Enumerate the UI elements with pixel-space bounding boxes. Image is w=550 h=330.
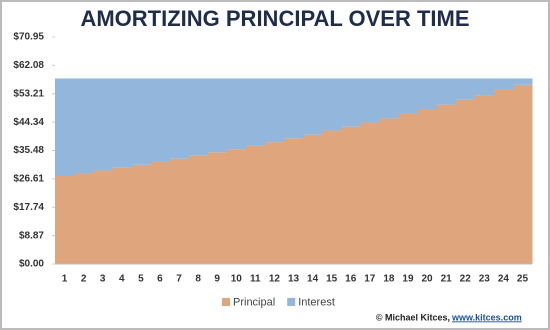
y-tick-label: $35.48 [13,145,44,156]
area-step [455,78,476,100]
area-step [245,78,266,146]
area-step [169,78,190,159]
y-tick-label: $70.95 [13,32,44,43]
area-step [322,78,342,131]
y-tick-label: $62.08 [13,60,44,71]
legend-swatch [287,298,296,306]
area-step [74,78,94,174]
area-step [493,89,514,264]
area-step [436,104,457,264]
legend-label: Interest [298,296,335,308]
area-step [93,78,113,171]
x-tick-label: 12 [269,274,281,285]
y-tick-label: $8.87 [19,230,44,241]
x-tick-label: 23 [479,274,491,285]
area-step [150,78,170,162]
area-step [379,118,399,264]
area-step [169,158,190,264]
credit: © Michael Kitces, [376,312,450,322]
area-step [341,126,361,264]
area-step [207,78,228,153]
legend-swatch [222,298,230,306]
area-step [474,95,495,265]
area-step [341,78,361,127]
x-tick-label: 18 [383,274,395,285]
area-step [417,78,438,110]
y-tick-label: $44.34 [13,117,44,128]
x-tick-label: 15 [326,274,338,285]
x-tick-label: 4 [119,274,125,285]
area-step [188,155,209,264]
area-step [55,176,75,264]
y-tick-label: $0.00 [19,259,44,270]
area-step [283,138,304,264]
area-step [74,173,94,264]
x-tick-label: 16 [345,274,357,285]
area-step [283,78,304,139]
y-tick-label: $17.74 [13,202,44,213]
area-step [303,134,323,264]
x-tick-label: 21 [441,274,453,285]
x-tick-label: 5 [138,274,144,285]
area-step [226,149,247,264]
x-tick-label: 3 [100,274,106,285]
area-step [93,170,113,264]
area-step [245,145,266,264]
area-step [436,78,457,105]
area-step [112,167,132,264]
area-step [131,164,151,264]
area-step [474,78,495,96]
area-step [303,78,323,135]
area-step [131,78,151,165]
area-step [207,152,228,264]
x-tick-label: 14 [307,274,319,285]
credit-link[interactable]: www.kitces.com [451,312,522,322]
x-tick-label: 13 [288,274,300,285]
chart-title: AMORTIZING PRINCIPAL OVER TIME [80,6,469,31]
area-step [264,78,285,143]
x-tick-label: 9 [214,274,220,285]
area-step [264,142,285,264]
legend-label: Principal [233,296,275,308]
area-step [188,78,209,156]
area-step [150,161,170,264]
area-step [398,78,419,114]
area-step [360,78,380,123]
area-step [512,78,533,85]
area-step [112,78,132,168]
area-step [493,78,514,90]
x-tick-label: 6 [157,274,163,285]
area-step [322,130,342,264]
x-tick-label: 7 [176,274,182,285]
x-tick-label: 19 [402,274,414,285]
area-step [55,78,75,177]
x-tick-label: 2 [81,274,87,285]
area-step [360,122,380,264]
x-tick-label: 10 [231,274,243,285]
area-step [417,109,438,265]
x-tick-label: 22 [460,274,472,285]
area-step [512,84,533,264]
x-tick-label: 1 [62,274,68,285]
area-step [379,78,399,119]
area-step [455,99,476,264]
x-tick-label: 11 [250,274,261,285]
area-step [398,113,419,264]
x-tick-label: 25 [517,274,529,285]
x-tick-label: 17 [364,274,376,285]
x-tick-label: 24 [498,274,510,285]
y-tick-label: $26.61 [13,174,44,185]
x-tick-label: 8 [195,274,201,285]
area-step [226,78,247,150]
y-tick-label: $53.21 [13,88,44,99]
x-tick-label: 20 [421,274,433,285]
